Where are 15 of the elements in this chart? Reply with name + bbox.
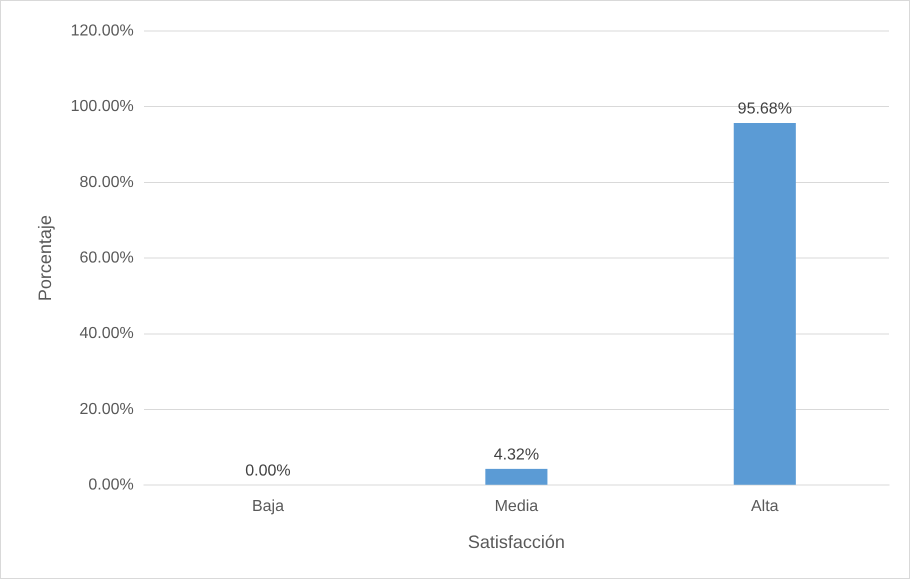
y-tick-label: 40.00% [80, 325, 134, 342]
data-label: 4.32% [494, 446, 540, 464]
y-tick-label: 0.00% [88, 476, 134, 494]
y-axis-title: Porcentaje [34, 215, 55, 302]
x-tick-label: Media [494, 498, 538, 516]
x-tick-label: Alta [751, 498, 779, 516]
y-tick-label: 120.00% [70, 22, 134, 40]
y-tick-label: 80.00% [80, 174, 134, 191]
y-tick-label: 100.00% [70, 98, 134, 116]
x-tick-label: Baja [252, 498, 284, 516]
x-axis-title: Satisfacción [468, 532, 565, 552]
data-label: 95.68% [738, 100, 792, 118]
y-tick-label: 20.00% [80, 400, 134, 418]
y-tick-label: 60.00% [80, 250, 134, 267]
data-label: 0.00% [245, 462, 291, 480]
